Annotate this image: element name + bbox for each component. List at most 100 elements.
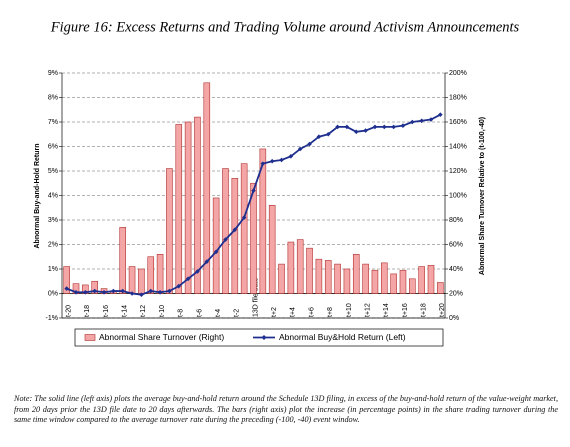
legend-swatch <box>84 334 96 341</box>
bar <box>287 241 295 294</box>
x-tick-label: t+6 <box>308 307 315 317</box>
legend-label: Abnormal Buy&Hold Return (Left) <box>279 332 406 342</box>
y2-tick-label: 80% <box>449 217 463 224</box>
bar <box>231 178 239 294</box>
line-marker <box>167 288 172 294</box>
bar <box>315 258 323 294</box>
bar <box>222 168 229 294</box>
y-tick-label: 3% <box>48 217 58 224</box>
line-marker <box>325 131 331 137</box>
x-tick-label: 13D file date <box>252 278 259 317</box>
line-marker <box>139 292 144 298</box>
line-marker <box>213 249 219 255</box>
x-tick-label: t-6 <box>196 309 203 317</box>
bar <box>175 124 183 294</box>
bar <box>259 148 267 294</box>
line-marker <box>92 288 97 294</box>
bar <box>390 273 397 294</box>
line-marker <box>64 286 69 291</box>
x-tick-label: t+18 <box>420 303 427 317</box>
y2-tick-label: 120% <box>449 168 467 175</box>
bar <box>147 256 155 294</box>
bar <box>91 280 98 294</box>
line-marker <box>279 157 284 163</box>
x-tick-label: t+2 <box>271 307 278 317</box>
x-tick-label: t-16 <box>103 305 110 317</box>
line-marker <box>353 129 359 135</box>
bar <box>296 239 304 294</box>
line-marker <box>251 188 256 193</box>
bar <box>371 269 379 294</box>
y2-tick-label: 100% <box>449 192 467 199</box>
bar <box>418 266 425 294</box>
x-tick-label: t+12 <box>364 303 371 317</box>
x-tick-label: t-8 <box>178 309 185 317</box>
y-axis-title: Abnormal Buy-and-Hold Return <box>34 144 41 249</box>
bar <box>138 268 145 294</box>
y2-tick-label: 180% <box>449 94 467 101</box>
y-tick-label: 4% <box>48 192 58 199</box>
note: Note: The solid line (left axis) plots t… <box>14 394 558 424</box>
line-marker <box>419 118 424 124</box>
y-tick-label: 0% <box>48 290 58 297</box>
bar <box>156 254 164 294</box>
line-marker <box>204 259 210 264</box>
bar <box>362 263 369 294</box>
line-marker <box>438 112 443 117</box>
line-marker <box>410 119 415 125</box>
line-marker <box>335 124 340 130</box>
line-marker <box>176 283 182 289</box>
y-tick-label: -1% <box>46 315 58 322</box>
y2-tick-label: 20% <box>449 290 463 297</box>
bar <box>212 197 220 294</box>
line-marker <box>269 158 275 164</box>
chart-title: Figure 16: Excess Returns and Trading Vo… <box>50 19 520 35</box>
y2-tick-label: 60% <box>449 241 463 248</box>
bar <box>268 205 276 294</box>
y2-tick-label: 200% <box>449 70 467 77</box>
line-marker <box>372 124 378 130</box>
y-tick-label: 6% <box>48 143 58 150</box>
y-tick-label: 5% <box>48 168 58 175</box>
x-tick-label: t+20 <box>439 303 446 317</box>
line-marker <box>111 288 116 294</box>
bar <box>409 278 416 294</box>
chart: Figure 16: Excess Returns and Trading Vo… <box>34 19 520 347</box>
line-marker <box>148 288 154 294</box>
line-marker <box>288 154 294 159</box>
x-tick-label: t+16 <box>402 303 409 317</box>
y2-axis-title: Abnormal Share Turnover Relative to (t-1… <box>479 117 486 275</box>
bar <box>63 266 70 294</box>
bar <box>306 247 313 294</box>
y2-tick-label: 0% <box>449 315 459 322</box>
bar <box>437 282 444 294</box>
line-marker <box>223 237 228 242</box>
y2-tick-label: 140% <box>449 143 467 150</box>
bar <box>427 265 435 294</box>
y-tick-label: 1% <box>48 266 58 273</box>
line-marker <box>101 289 107 295</box>
line-marker <box>185 276 191 282</box>
y-tick-label: 8% <box>48 94 58 101</box>
x-tick-label: t-14 <box>122 305 129 317</box>
x-tick-label: t+8 <box>327 307 334 317</box>
line-marker <box>391 124 396 130</box>
line-marker <box>400 123 406 128</box>
line-marker <box>260 161 266 166</box>
bar <box>194 116 201 294</box>
bar <box>119 227 127 294</box>
line-marker <box>232 227 238 233</box>
bar <box>334 263 341 294</box>
line-marker <box>195 269 200 274</box>
line-marker <box>381 124 387 130</box>
legend-label: Abnormal Share Turnover (Right) <box>99 332 224 342</box>
bar <box>240 163 248 294</box>
x-tick-label: t-18 <box>84 305 91 317</box>
bar <box>380 262 388 294</box>
x-tick-label: t+4 <box>290 307 297 317</box>
bar <box>184 121 192 294</box>
line-marker <box>83 289 88 295</box>
bar <box>128 266 136 294</box>
y-tick-label: 7% <box>48 119 58 126</box>
